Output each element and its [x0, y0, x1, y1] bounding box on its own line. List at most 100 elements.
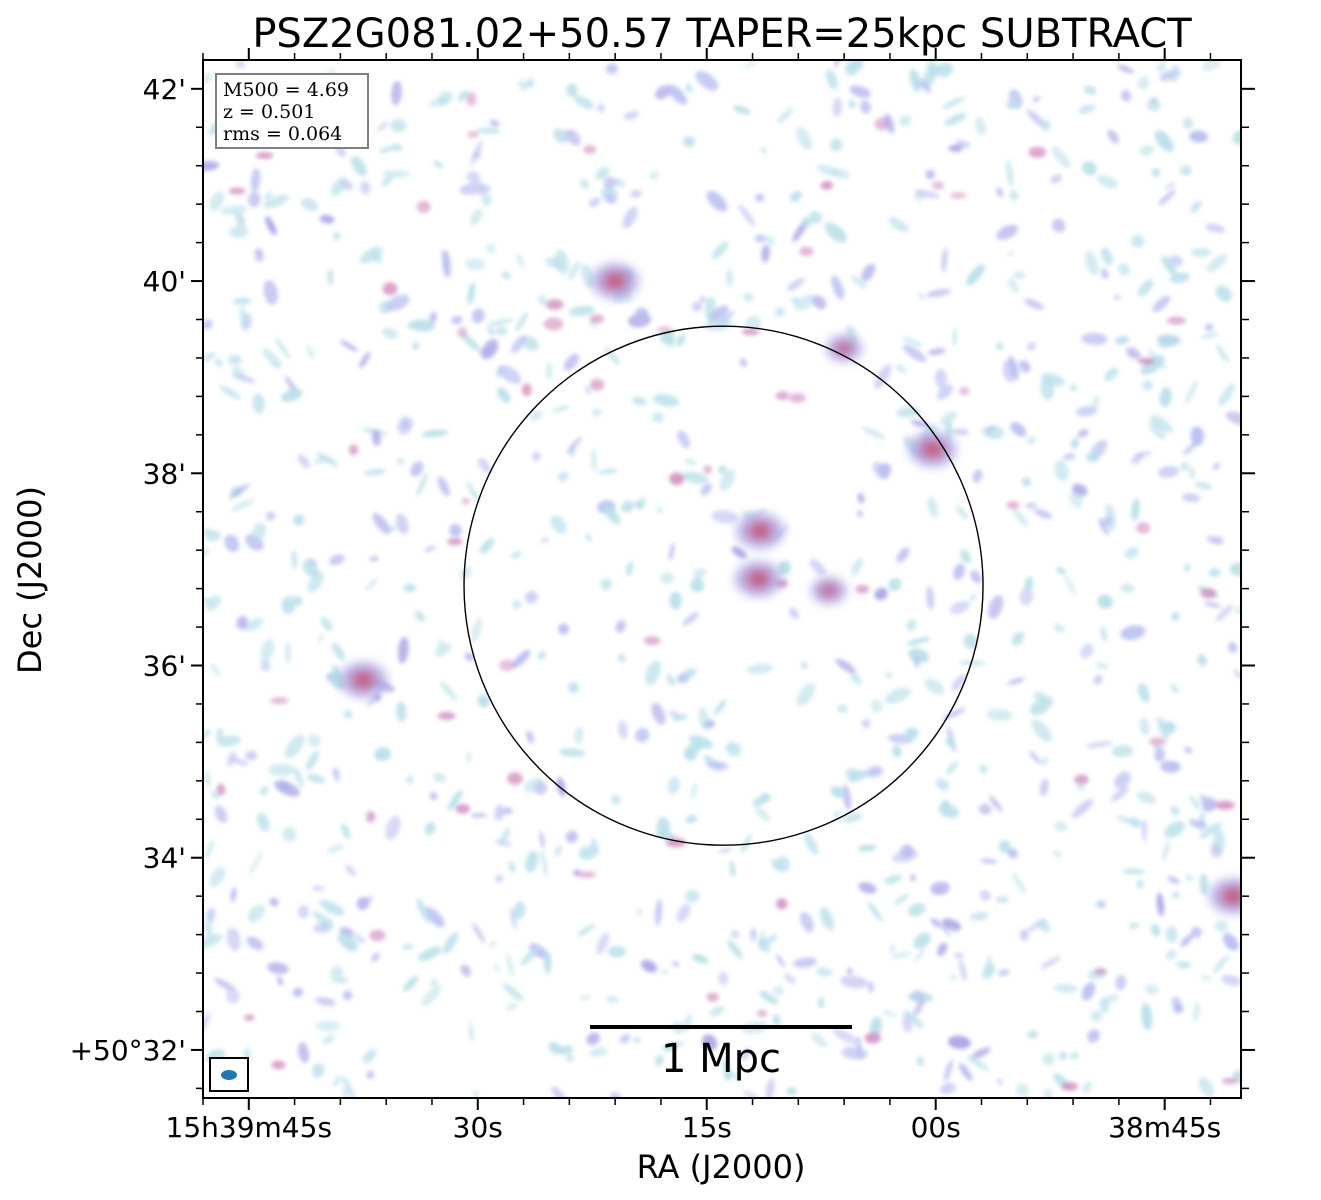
noise-blob — [203, 161, 220, 171]
noise-blob — [227, 751, 236, 767]
noise-blob — [1212, 955, 1229, 974]
noise-blob — [896, 364, 907, 373]
noise-blob — [486, 318, 515, 326]
noise-blob — [966, 264, 985, 286]
noise-blob — [1078, 493, 1084, 500]
noise-blob — [242, 618, 264, 632]
noise-blob — [495, 874, 504, 883]
noise-blob — [1021, 477, 1032, 487]
noise-blob — [319, 214, 335, 224]
noise-blob — [1200, 332, 1220, 339]
noise-blob — [378, 146, 396, 153]
noise-blob — [1012, 271, 1026, 279]
x-tick-label: 15h39m45s — [166, 1111, 333, 1144]
noise-blob — [914, 948, 926, 962]
noise-blob — [935, 778, 950, 791]
noise-blob — [649, 171, 659, 180]
noise-blob — [402, 975, 419, 992]
noise-peak — [643, 636, 661, 646]
noise-blob — [739, 1048, 751, 1060]
noise-peak — [669, 472, 685, 486]
noise-blob — [266, 511, 276, 521]
y-tick-label: 38' — [143, 457, 186, 490]
noise-blob — [845, 767, 859, 779]
noise-blob — [843, 784, 851, 811]
noise-blob — [577, 923, 595, 937]
noise-blob — [1136, 791, 1157, 804]
noise-blob — [948, 144, 963, 152]
noise-blob — [424, 822, 436, 835]
noise-blob — [424, 907, 445, 928]
noise-blob — [1130, 234, 1145, 248]
noise-blob — [704, 318, 733, 332]
noise-blob — [326, 844, 344, 854]
noise-peak — [447, 538, 463, 546]
noise-blob — [205, 770, 210, 787]
noise-blob — [969, 912, 990, 921]
info-box: M500 = 4.69 z = 0.501 rms = 0.064 — [215, 73, 369, 149]
noise-blob — [825, 69, 838, 90]
noise-blob — [832, 97, 843, 117]
noise-blob — [230, 498, 255, 512]
noise-blob — [972, 469, 983, 483]
noise-blob — [1150, 414, 1174, 433]
noise-blob — [1189, 130, 1208, 143]
noise-blob — [1172, 892, 1180, 899]
noise-blob — [709, 1005, 725, 1017]
noise-blob — [811, 1032, 828, 1048]
y-tick-label: 34' — [143, 842, 186, 875]
noise-blob — [465, 480, 481, 503]
noise-blob — [1115, 975, 1127, 991]
noise-blob — [386, 294, 410, 311]
noise-blob — [526, 730, 534, 744]
noise-blob — [359, 181, 371, 195]
noise-blob — [1189, 795, 1201, 811]
noise-peak — [382, 282, 398, 296]
noise-blob — [1056, 566, 1066, 575]
noise-peak — [756, 1009, 768, 1018]
noise-blob — [755, 807, 771, 822]
noise-blob — [750, 928, 757, 942]
noise-blob — [907, 903, 926, 917]
noise-peak — [507, 772, 523, 785]
noise-peak — [244, 1014, 255, 1021]
noise-blob — [1134, 451, 1153, 458]
noise-blob — [841, 1046, 869, 1060]
noise-blob — [437, 91, 454, 105]
noise-blob — [1122, 868, 1146, 875]
noise-blob — [502, 807, 513, 815]
noise-blob — [236, 615, 248, 630]
noise-blob — [1078, 104, 1096, 114]
noise-blob — [1192, 1002, 1200, 1022]
noise-blob — [884, 874, 902, 885]
noise-blob — [987, 595, 1004, 620]
noise-blob — [733, 105, 751, 115]
noise-blob — [884, 687, 911, 704]
noise-blob — [754, 234, 767, 243]
noise-blob — [610, 1091, 621, 1098]
noise-blob — [655, 898, 662, 926]
noise-blob — [1184, 746, 1193, 754]
noise-peak — [1166, 316, 1186, 325]
noise-blob — [858, 882, 877, 894]
noise-blob — [866, 766, 883, 778]
noise-blob — [1158, 466, 1180, 478]
noise-peak — [457, 327, 468, 338]
noise-blob — [307, 571, 325, 593]
noise-blob — [870, 1016, 882, 1037]
noise-blob — [906, 637, 931, 646]
noise-blob — [235, 60, 246, 69]
noise-blob — [951, 674, 966, 692]
noise-blob — [312, 911, 334, 929]
noise-peak — [657, 326, 673, 333]
noise-blob — [292, 514, 305, 526]
noise-blob — [232, 298, 251, 305]
noise-blob — [725, 741, 742, 757]
noise-blob — [1197, 654, 1207, 667]
noise-blob — [615, 620, 626, 633]
scale-bar-label: 1 Mpc — [661, 1036, 781, 1082]
noise-blob — [1202, 60, 1222, 71]
noise-blob — [1137, 683, 1150, 703]
noise-blob — [224, 534, 239, 552]
noise-blob — [584, 386, 592, 395]
